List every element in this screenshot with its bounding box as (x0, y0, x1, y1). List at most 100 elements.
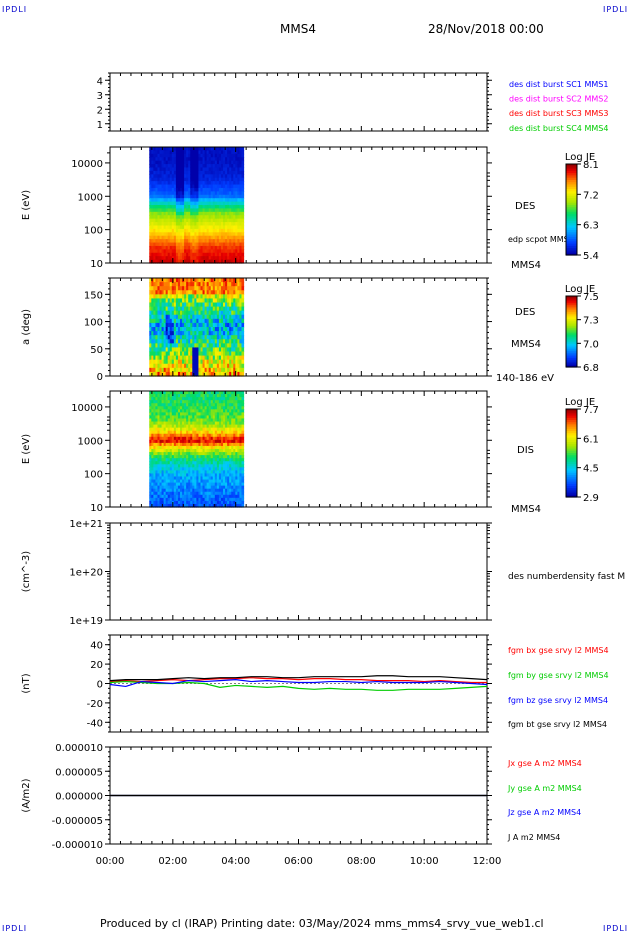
spectrogram-cell (180, 187, 183, 192)
spectrogram-cell (169, 371, 173, 377)
spectrogram-cell (196, 479, 200, 484)
spectrogram-cell (227, 294, 230, 300)
spectrogram-cell (208, 147, 212, 152)
spectrogram-cell (173, 394, 177, 398)
spectrogram-cell (167, 318, 171, 324)
spectrogram-cell (218, 302, 222, 308)
spectrogram-cell (231, 245, 234, 250)
spectrogram-cell (161, 470, 165, 475)
spectrogram-cell (235, 452, 238, 456)
spectrogram-cell (204, 322, 208, 328)
spectrogram-cell (161, 343, 165, 349)
spectrogram-cell (188, 359, 191, 365)
spectrogram-cell (196, 170, 200, 175)
spectrogram-cell (239, 418, 243, 423)
spectrogram-cell (192, 430, 195, 435)
spectrogram-cell (173, 327, 177, 332)
spectrogram-cell (227, 415, 230, 420)
spectrogram-cell (159, 327, 163, 332)
spectrogram-cell (225, 160, 228, 165)
spectrogram-cell (175, 290, 179, 295)
spectrogram-cell (192, 415, 195, 420)
spectrogram-cell (218, 225, 222, 230)
spectrogram-cell (175, 252, 179, 257)
spectrogram-cell (206, 442, 210, 447)
spectrogram-cell (210, 222, 214, 227)
spectrogram-cell (204, 327, 208, 332)
spectrogram-cell (241, 503, 245, 508)
spectrogram-cell (194, 403, 197, 407)
spectrogram-cell (235, 503, 238, 508)
spectrogram-cell (198, 170, 202, 175)
spectrogram-cell (239, 211, 243, 216)
spectrogram-cell (229, 314, 232, 320)
spectrogram-cell (159, 306, 163, 312)
des-energy-colorbar-cell (566, 214, 577, 217)
spectrogram-cell (237, 228, 241, 233)
spectrogram-cell (223, 191, 226, 196)
spectrogram-cell (204, 208, 208, 213)
spectrogram-cell (175, 294, 179, 300)
spectrogram-cell (225, 347, 228, 353)
spectrogram-cell (161, 436, 165, 441)
spectrogram-cell (202, 294, 206, 300)
spectrogram-cell (155, 339, 159, 344)
spectrogram-cell (157, 500, 161, 505)
spectrogram-cell (155, 449, 159, 453)
spectrogram-cell (200, 421, 204, 426)
spectrogram-cell (151, 211, 154, 216)
spectrogram-cell (214, 367, 218, 373)
spectrogram-cell (206, 371, 210, 377)
spectrogram-cell (218, 371, 222, 377)
spectrogram-cell (151, 218, 154, 223)
spectrogram-cell (155, 160, 159, 165)
spectrogram-cell (206, 455, 210, 459)
spectrogram-cell (161, 494, 165, 499)
spectrogram-cell (200, 479, 204, 484)
spectrogram-cell (188, 239, 191, 244)
spectrogram-cell (173, 252, 177, 257)
spectrogram-cell (163, 249, 167, 254)
spectrogram-cell (223, 347, 226, 353)
spectrogram-cell (157, 464, 161, 468)
spectrogram-cell (186, 327, 189, 332)
spectrogram-cell (151, 228, 154, 233)
spectrogram-cell (229, 488, 232, 493)
spectrogram-cell (239, 473, 243, 478)
spectrogram-cell (171, 290, 175, 295)
spectrogram-cell (180, 418, 183, 423)
spectrogram-cell (218, 310, 222, 316)
spectrogram-cell (214, 412, 218, 417)
spectrogram-cell (200, 225, 204, 230)
spectrogram-cell (153, 187, 157, 192)
spectrogram-cell (204, 286, 208, 291)
spectrogram-cell (175, 445, 179, 450)
spectrogram-cell (159, 290, 163, 295)
spectrogram-cell (200, 430, 204, 435)
spectrogram-cell (220, 252, 224, 257)
spectrogram-cell (155, 488, 159, 493)
spectrogram-cell (149, 222, 152, 227)
spectrogram-cell (200, 245, 204, 250)
spectrogram-cell (173, 298, 177, 304)
spectrogram-cell (190, 430, 193, 435)
spectrogram-cell (229, 455, 232, 459)
spectrogram-cell (186, 201, 189, 206)
spectrogram-cell (239, 208, 243, 213)
spectrogram-cell (218, 157, 222, 162)
spectrogram-cell (229, 415, 232, 420)
spectrogram-cell (212, 167, 216, 172)
spectrogram-cell (218, 347, 222, 353)
spectrogram-cell (196, 343, 200, 349)
spectrogram-cell (169, 367, 173, 373)
spectrogram-cell (165, 371, 169, 377)
spectrogram-cell (173, 160, 177, 165)
spectrogram-cell (155, 503, 159, 508)
spectrogram-cell (196, 228, 200, 233)
spectrogram-cell (216, 218, 220, 223)
spectrogram-cell (175, 310, 179, 316)
spectrogram-cell (157, 363, 161, 369)
spectrogram-cell (200, 298, 204, 304)
spectrogram-cell (220, 470, 224, 475)
spectrogram-cell (182, 177, 185, 182)
